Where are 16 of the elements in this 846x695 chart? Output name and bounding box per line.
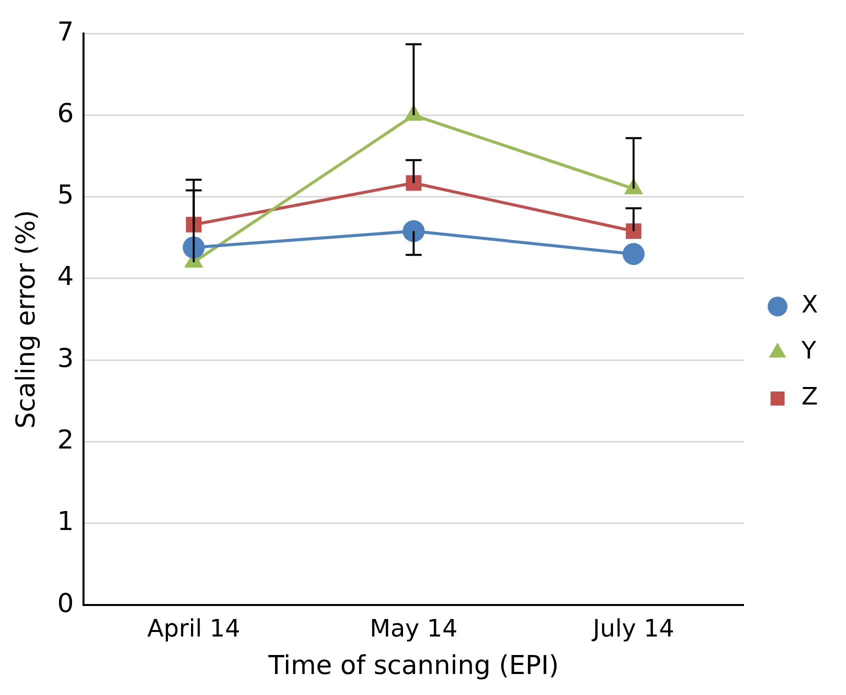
- y-tick-label: 1: [57, 507, 74, 538]
- legend-label: Y: [800, 336, 817, 365]
- y-tick-label: 2: [57, 425, 74, 456]
- x-tick-label: May 14: [370, 614, 458, 643]
- x-axis-title: Time of scanning (EPI): [267, 651, 559, 682]
- legend-label: X: [802, 290, 818, 319]
- y-axis-title: Scaling error (%): [11, 210, 42, 429]
- y-tick-label: 6: [57, 98, 74, 129]
- x-tick-label: July 14: [590, 614, 674, 643]
- y-tick-label: 4: [57, 262, 74, 292]
- y-tick-label: 0: [57, 588, 74, 619]
- y-tick-label: 3: [57, 344, 74, 374]
- x-tick-label: April 14: [147, 614, 240, 643]
- legend-label: Z: [802, 382, 818, 411]
- y-tick-label: 7: [57, 17, 74, 48]
- y-tick-label: 5: [57, 180, 74, 211]
